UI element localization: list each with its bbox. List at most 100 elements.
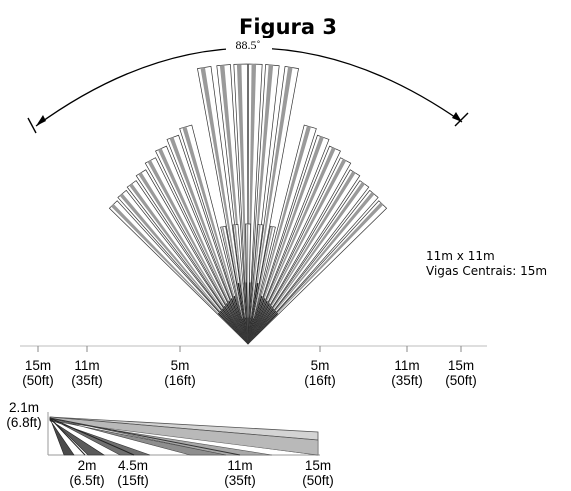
figure-title: Figura 3 — [239, 15, 337, 39]
top-scale-label-ft: (50ft) — [445, 373, 477, 388]
beam-stripe — [248, 171, 356, 344]
top-scale-label-m: 15m — [448, 358, 474, 373]
beam-right — [247, 124, 317, 345]
beam-right — [247, 189, 379, 345]
beam-right — [247, 145, 341, 345]
coverage-angle-label: 88.5˚ — [236, 38, 261, 52]
top-distance-scale: 15m (50ft) 11m (35ft) 5m (16ft) 5m (16ft… — [20, 345, 487, 388]
beam-near-segment — [248, 318, 254, 344]
beam-near-segment — [221, 308, 248, 344]
beam-near-segment — [248, 298, 266, 344]
top-view-beam-fan — [108, 63, 388, 345]
coverage-angle-indicator: 88.5˚ — [27, 38, 469, 134]
side-beam-line — [49, 417, 241, 456]
beam-near-segment — [217, 312, 248, 344]
beam-inner — [220, 225, 249, 345]
beam-stripe — [248, 66, 293, 344]
beam-near-segment — [248, 317, 252, 344]
beam-stripe — [248, 191, 375, 344]
beam-left — [166, 134, 249, 345]
beam-near-segment — [244, 317, 248, 344]
beam-near-segment — [248, 310, 277, 344]
beam-stripe — [248, 224, 261, 344]
top-scale-label-m: 11m — [394, 358, 419, 373]
beam-near-segment — [248, 296, 263, 344]
beam-stripe — [169, 137, 248, 344]
beam-stripe — [246, 224, 249, 344]
beam-stripe — [236, 64, 248, 344]
top-scale-label-ft: (35ft) — [391, 373, 423, 388]
side-height-label-ft: (6.8ft) — [6, 415, 41, 430]
beam-center — [247, 66, 299, 345]
coverage-size-text: 11m x 11m — [426, 249, 495, 263]
beam-stripe — [111, 204, 249, 344]
arc-arrow-left — [36, 115, 46, 126]
beam-stripe — [157, 148, 248, 344]
beam-near-segment — [248, 300, 268, 344]
beam-center — [247, 63, 263, 345]
beam-right — [247, 157, 352, 345]
side-scale-label-ft: (15ft) — [117, 473, 149, 488]
beam-stripe — [200, 67, 248, 344]
beam-near-segment — [248, 312, 279, 344]
side-scale-label-ft: (6.5ft) — [69, 473, 104, 488]
beam-near-segment — [219, 310, 248, 344]
top-scale-label-m: 11m — [74, 358, 99, 373]
side-beam-line — [49, 416, 319, 441]
beam-near-segment — [230, 298, 248, 344]
beam-stripe — [182, 126, 248, 344]
beam-left — [155, 145, 249, 345]
beam-near-segment — [248, 308, 275, 344]
beam-stripe — [248, 136, 324, 344]
beam-inner — [245, 223, 251, 345]
beam-inner — [232, 224, 249, 345]
beam-stripe — [248, 147, 336, 344]
side-scale-label-m: 11m — [227, 458, 252, 473]
arc-tick-right — [454, 112, 469, 127]
beam-right — [247, 180, 370, 345]
arc-tick-left — [27, 117, 37, 134]
beam-near-segment — [247, 317, 249, 344]
side-scale-label-ft: (50ft) — [302, 473, 334, 488]
side-view-pattern: 2.1m (6.8ft) 2m (6.5ft) 4.5m (15ft) 11m … — [6, 400, 333, 488]
side-scale-label-m: 15m — [305, 458, 331, 473]
side-scale-label-ft: (35ft) — [224, 473, 256, 488]
beam-inner — [247, 225, 276, 345]
beam-left — [108, 200, 249, 345]
beam-near-segment — [233, 296, 248, 344]
side-beam-line — [49, 417, 135, 456]
beam-stripe — [248, 125, 311, 344]
beam-stripe — [248, 182, 365, 344]
arc-arrow-right — [452, 112, 462, 122]
beam-center — [233, 63, 249, 345]
top-scale-label-ft: (50ft) — [22, 373, 54, 388]
beam-stripe — [147, 160, 248, 344]
beam-near-segment — [225, 303, 248, 344]
top-scale-label-ft: (35ft) — [71, 373, 103, 388]
beam-stripe — [221, 226, 248, 344]
beam-stripe — [248, 64, 257, 344]
top-scale-label-ft: (16ft) — [304, 373, 336, 388]
top-scale-label-ft: (16ft) — [164, 373, 196, 388]
beam-right — [247, 200, 388, 345]
side-beam-line — [49, 417, 86, 456]
side-scale-label-m: 4.5m — [118, 458, 148, 473]
beam-left — [135, 169, 249, 345]
top-scale-label-m: 5m — [171, 358, 190, 373]
beam-left — [117, 189, 249, 345]
beam-stripe — [234, 224, 248, 344]
angle-label-bg — [226, 38, 272, 52]
beam-stripe — [248, 202, 384, 344]
beam-right — [247, 134, 330, 345]
beam-stripe — [129, 183, 248, 344]
side-beam-nearest — [49, 417, 75, 456]
beam-near-segment — [248, 305, 273, 344]
beam-near-segment — [228, 300, 248, 344]
beam-near-segment — [223, 305, 248, 344]
beam-stripe — [248, 158, 347, 344]
beam-stripe — [138, 172, 248, 344]
beam-left — [144, 157, 249, 345]
beam-stripe — [248, 226, 274, 344]
